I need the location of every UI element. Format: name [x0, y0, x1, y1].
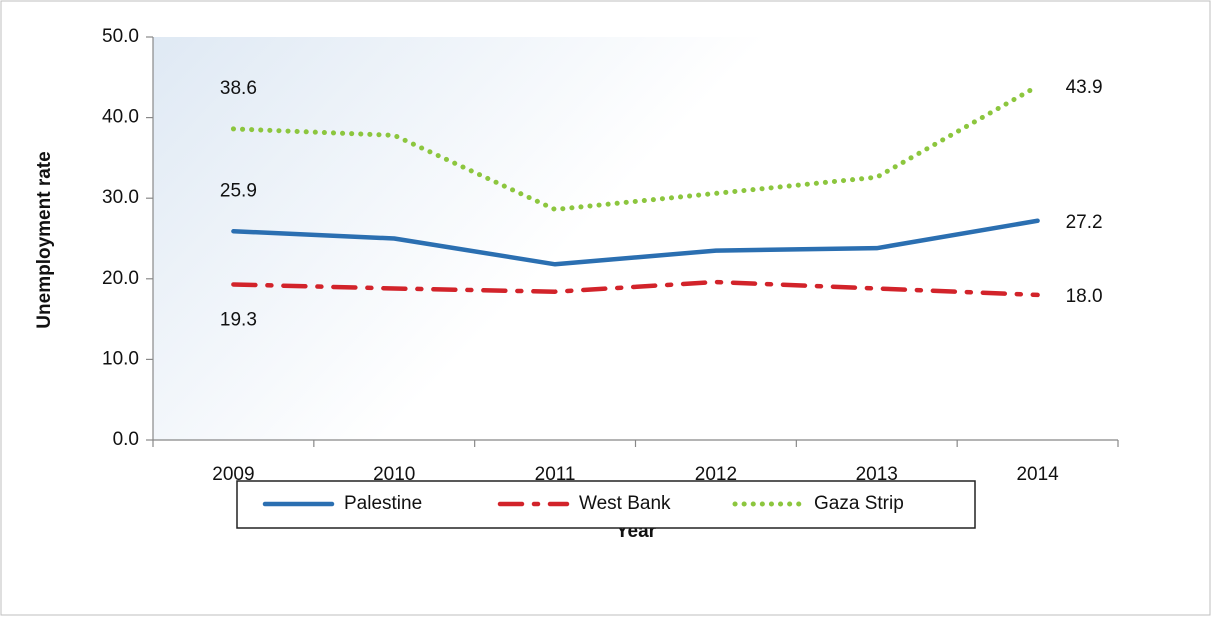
legend-label: Gaza Strip [814, 493, 904, 514]
series-line [231, 279, 1040, 298]
x-tick-label: 2012 [695, 464, 737, 485]
y-tick-label: 50.0 [102, 26, 139, 47]
legend [236, 480, 976, 529]
data-label: 38.6 [220, 78, 257, 99]
x-tick-label: 2011 [535, 464, 576, 485]
x-tick-label: 2009 [212, 464, 254, 485]
data-label: 27.2 [1066, 212, 1103, 233]
series-line [230, 83, 1041, 212]
x-tick-label: 2014 [1016, 464, 1059, 485]
data-label: 43.9 [1066, 77, 1103, 98]
y-tick-label: 30.0 [102, 187, 139, 208]
legend-label: West Bank [579, 493, 671, 514]
legend-label: Palestine [344, 493, 422, 514]
series-line [231, 218, 1040, 267]
y-tick-label: 0.0 [113, 429, 139, 450]
data-label: 19.3 [220, 309, 257, 330]
data-label: 25.9 [220, 180, 257, 201]
y-axis-title: Unemployment rate [34, 151, 55, 328]
y-tick-label: 40.0 [102, 107, 139, 128]
x-tick-label: 2010 [373, 464, 415, 485]
plot-area [153, 37, 1118, 440]
data-label: 18.0 [1066, 286, 1103, 307]
y-tick-label: 10.0 [102, 348, 139, 369]
y-tick-label: 20.0 [102, 268, 139, 289]
x-tick-label: 2013 [856, 464, 898, 485]
